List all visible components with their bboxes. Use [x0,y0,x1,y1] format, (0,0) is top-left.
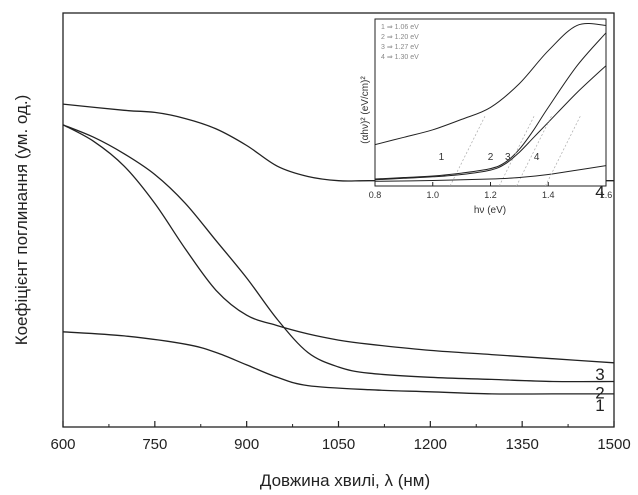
inset-x-tick-label: 1.6 [600,190,613,200]
inset-legend: 1 ⇒ 1.06 eV 2 ⇒ 1.20 eV 3 ⇒ 1.27 eV 4 ⇒ 1.3… [381,24,419,61]
main-x-tick-label: 1050 [322,436,355,453]
inset-legend-entry: 4 ⇒ 1.30 eV [381,54,419,61]
inset-extrapolation-line-2 [498,115,535,186]
main-curve-label-2: 2 [595,383,604,402]
main-x-ticks: 600 750 900 1050 1200 1350 1500 [50,421,631,453]
inset-extrapolation-line-4 [545,115,581,186]
main-x-tick-label: 750 [142,436,167,453]
inset-x-tick-label: 0.8 [369,190,382,200]
main-curve-label-3: 3 [595,365,604,384]
inset-legend-entry: 2 ⇒ 1.20 eV [381,34,419,41]
inset-series-line-4 [375,165,606,182]
main-x-tick-label: 600 [50,436,75,453]
inset-x-tick-label: 1.0 [426,190,439,200]
inset-x-axis-title: hν (eV) [474,205,506,216]
inset-series-group [375,23,606,186]
inset-curve-label-2: 2 [488,152,494,163]
inset-y-axis-title: (αhν)² (eV/cm)² [360,76,371,144]
main-series-line-1 [62,331,614,395]
inset-extrapolation-line-1 [449,115,486,186]
inset-legend-entry: 1 ⇒ 1.06 eV [381,24,419,31]
inset-extrapolation-line-3 [516,115,552,186]
main-x-tick-label: 1500 [597,436,630,453]
main-x-tick-label: 1200 [414,436,447,453]
inset-x-tick-label: 1.2 [484,190,497,200]
x-axis-title: Довжина хвилі, λ (нм) [260,471,430,490]
inset-legend-entry: 3 ⇒ 1.27 eV [381,44,419,51]
inset-x-ticks: 0.8 1.0 1.2 1.4 1.6 [369,182,613,200]
main-curve-label-1: 1 [595,396,604,415]
inset-series-line-1 [375,23,606,146]
inset-curve-label-1: 1 [439,152,445,163]
inset-curve-label-3: 3 [505,152,511,163]
main-curve-label-4: 4 [595,183,604,202]
inset-series-line-2 [375,32,606,180]
main-x-tick-label: 900 [234,436,259,453]
main-x-tick-label: 1350 [505,436,538,453]
inset-x-tick-label: 1.4 [542,190,555,200]
main-series-line-2 [62,124,615,383]
y-axis-title: Коефіцієнт поглинання (ум. од.) [12,95,31,346]
main-series-line-3 [62,124,615,364]
inset-series-line-3 [375,65,606,181]
inset-curve-label-4: 4 [534,152,540,163]
main-curve-labels: 123 4 [595,183,604,415]
